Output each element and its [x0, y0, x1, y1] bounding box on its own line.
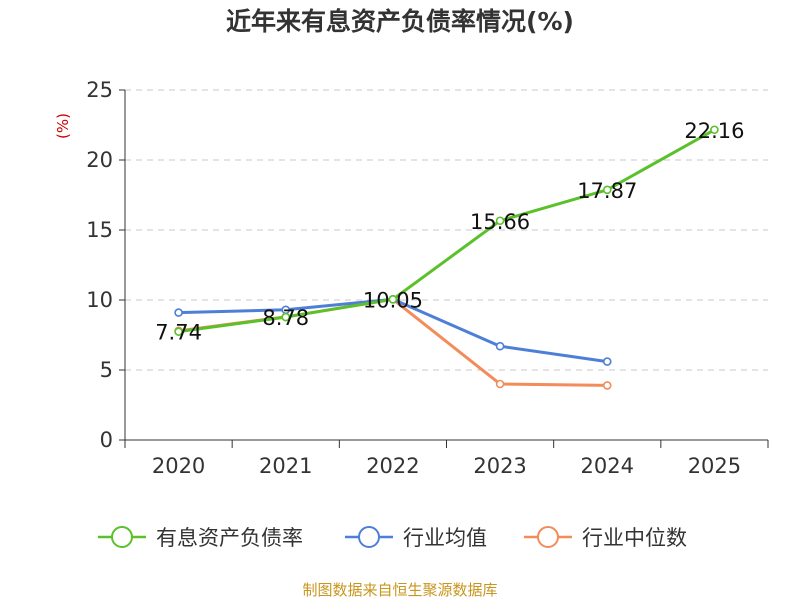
- legend-item-2: 行业中位数: [524, 526, 687, 550]
- series-0: [174, 125, 719, 336]
- legend-marker: [358, 526, 380, 548]
- y-tick-label: 0: [100, 428, 113, 452]
- legend-label: 行业中位数: [582, 526, 687, 550]
- axes: [124, 90, 768, 441]
- x-tick-label: 2022: [366, 454, 419, 478]
- legend: 有息资产负债率 行业均值 行业中位数: [98, 526, 687, 550]
- legend-label: 有息资产负债率: [156, 526, 303, 550]
- legend-label: 行业均值: [403, 526, 487, 550]
- data-point: [174, 327, 183, 336]
- data-point: [495, 341, 505, 351]
- data-point: [388, 294, 398, 304]
- data-point: [602, 357, 612, 366]
- series-line: [178, 128, 716, 334]
- y-tick-label: 5: [100, 358, 113, 382]
- data-label: 17.87: [577, 179, 637, 203]
- legend-item-0: 有息资产负债率: [98, 526, 303, 550]
- legend-marker: [537, 526, 559, 548]
- data-point: [281, 312, 291, 322]
- y-axis-label: (%): [54, 113, 72, 139]
- chart-title: 近年来有息资产负债率情况(%): [226, 7, 574, 36]
- data-point: [710, 125, 719, 135]
- source-note: 制图数据来自恒生聚源数据库: [302, 581, 497, 599]
- x-tick-label: 2025: [688, 454, 741, 478]
- data-point: [174, 308, 183, 317]
- data-labels: 7.74 8.78 10.05 15.66 17.87 22.16: [155, 119, 744, 345]
- x-tick-label: 2020: [152, 454, 205, 478]
- data-point: [602, 381, 612, 390]
- data-point: [495, 216, 505, 226]
- series-group: [174, 125, 719, 390]
- y-tick-label: 15: [86, 218, 113, 242]
- x-axis-ticks: 2020 2021 2022 2023 2024 2025: [124, 440, 769, 478]
- legend-item-1: 行业均值: [345, 526, 487, 550]
- legend-marker: [111, 526, 133, 548]
- x-tick-label: 2024: [581, 454, 634, 478]
- x-tick-label: 2021: [259, 454, 312, 478]
- y-tick-label: 25: [86, 78, 113, 102]
- data-label: 8.78: [262, 306, 309, 330]
- data-label: 10.05: [363, 288, 423, 312]
- data-point: [602, 185, 612, 195]
- data-label: 15.66: [470, 210, 530, 234]
- y-tick-label: 10: [86, 288, 113, 312]
- y-tick-label: 20: [86, 148, 113, 172]
- y-axis-ticks: 0 5 10 15 20 25: [86, 78, 125, 452]
- data-label: 7.74: [155, 321, 202, 345]
- data-label: 22.16: [684, 119, 744, 143]
- grid-lines: [125, 89, 768, 371]
- data-point: [495, 379, 505, 389]
- x-tick-label: 2023: [473, 454, 526, 478]
